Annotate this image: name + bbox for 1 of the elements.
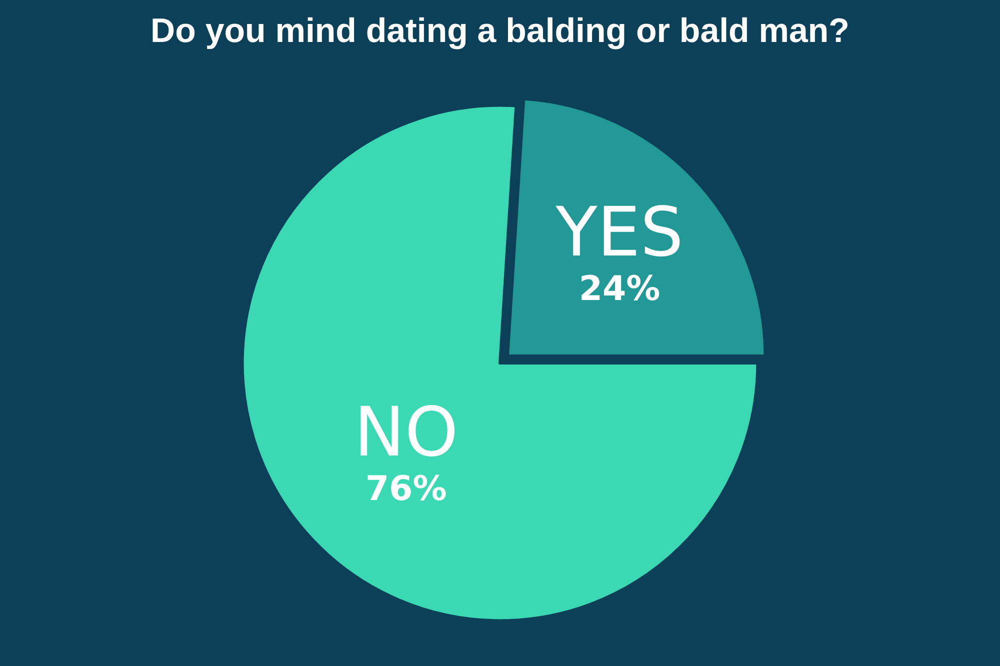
chart-title: Do you mind dating a balding or bald man? — [150, 12, 850, 50]
